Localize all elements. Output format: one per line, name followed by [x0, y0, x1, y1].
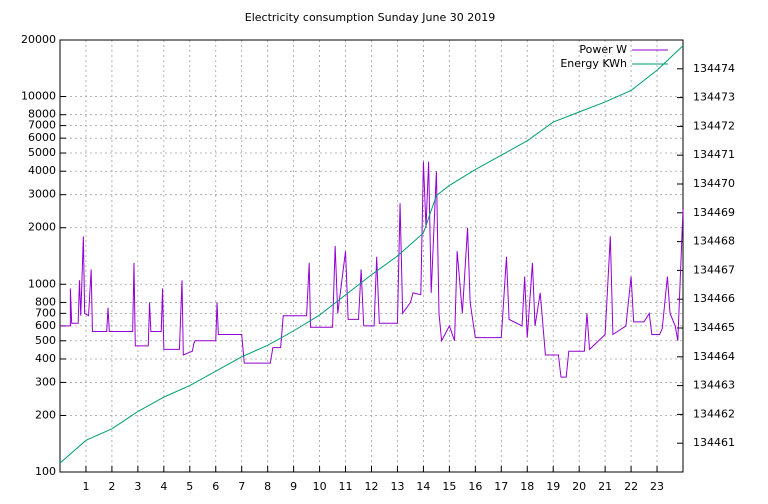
x-tick-label: 18: [520, 480, 534, 493]
x-tick-label: 10: [313, 480, 327, 493]
y-tick-label: 300: [35, 375, 56, 388]
series-line: [59, 45, 684, 464]
x-tick-label: 5: [186, 480, 193, 493]
y-tick-label: 500: [35, 334, 56, 347]
y-tick-label: 700: [35, 306, 56, 319]
x-tick-label: 1: [82, 480, 89, 493]
y2-tick-label: 134471: [693, 148, 735, 161]
y2-tick-label: 134463: [693, 379, 735, 392]
y-tick-label: 100: [35, 465, 56, 478]
y2-tick-label: 134470: [693, 177, 735, 190]
y2-tick-label: 134462: [693, 407, 735, 420]
x-tick-label: 9: [290, 480, 297, 493]
y-tick-label: 6000: [28, 131, 56, 144]
x-tick-label: 11: [339, 480, 353, 493]
y-tick-label: 20000: [21, 33, 56, 46]
y-tick-label: 5000: [28, 146, 56, 159]
y2-tick-label: 134468: [693, 235, 735, 248]
x-tick-label: 17: [494, 480, 508, 493]
x-tick-label: 2: [108, 480, 115, 493]
y-tick-label: 800: [35, 295, 56, 308]
y-tick-label: 200: [35, 408, 56, 421]
y2-tick-label: 134465: [693, 321, 735, 334]
x-tick-label: 8: [264, 480, 271, 493]
x-tick-label: 13: [390, 480, 404, 493]
x-tick-label: 14: [416, 480, 430, 493]
chart-title: Electricity consumption Sunday June 30 2…: [245, 11, 495, 24]
y-tick-label: 1000: [28, 277, 56, 290]
legend-label: Energy KWh: [560, 57, 627, 70]
x-tick-label: 4: [160, 480, 167, 493]
y-tick-label: 600: [35, 319, 56, 332]
y2-tick-label: 134474: [693, 62, 735, 75]
x-tick-label: 21: [598, 480, 612, 493]
x-tick-label: 12: [365, 480, 379, 493]
y2-tick-label: 134469: [693, 206, 735, 219]
y-tick-label: 3000: [28, 188, 56, 201]
series-line: [60, 161, 684, 378]
legend-label: Power W: [579, 43, 627, 56]
y2-tick-label: 134466: [693, 292, 735, 305]
x-tick-label: 3: [134, 480, 141, 493]
y-tick-label: 2000: [28, 221, 56, 234]
x-tick-label: 19: [546, 480, 560, 493]
plot-frame: [59, 39, 684, 473]
y-tick-label: 8000: [28, 108, 56, 121]
x-tick-label: 6: [212, 480, 219, 493]
y2-tick-label: 134472: [693, 119, 735, 132]
y2-tick-label: 134467: [693, 263, 735, 276]
y-tick-label: 4000: [28, 164, 56, 177]
y-tick-label: 400: [35, 352, 56, 365]
x-tick-label: 16: [468, 480, 482, 493]
x-tick-label: 15: [442, 480, 456, 493]
x-tick-label: 7: [238, 480, 245, 493]
x-tick-label: 23: [650, 480, 664, 493]
y-tick-label: 7000: [28, 119, 56, 132]
y2-tick-label: 134461: [693, 436, 735, 449]
x-tick-label: 20: [572, 480, 586, 493]
y2-tick-label: 134473: [693, 91, 735, 104]
y-tick-label: 10000: [21, 90, 56, 103]
y2-tick-label: 134464: [693, 350, 735, 363]
x-tick-label: 22: [624, 480, 638, 493]
